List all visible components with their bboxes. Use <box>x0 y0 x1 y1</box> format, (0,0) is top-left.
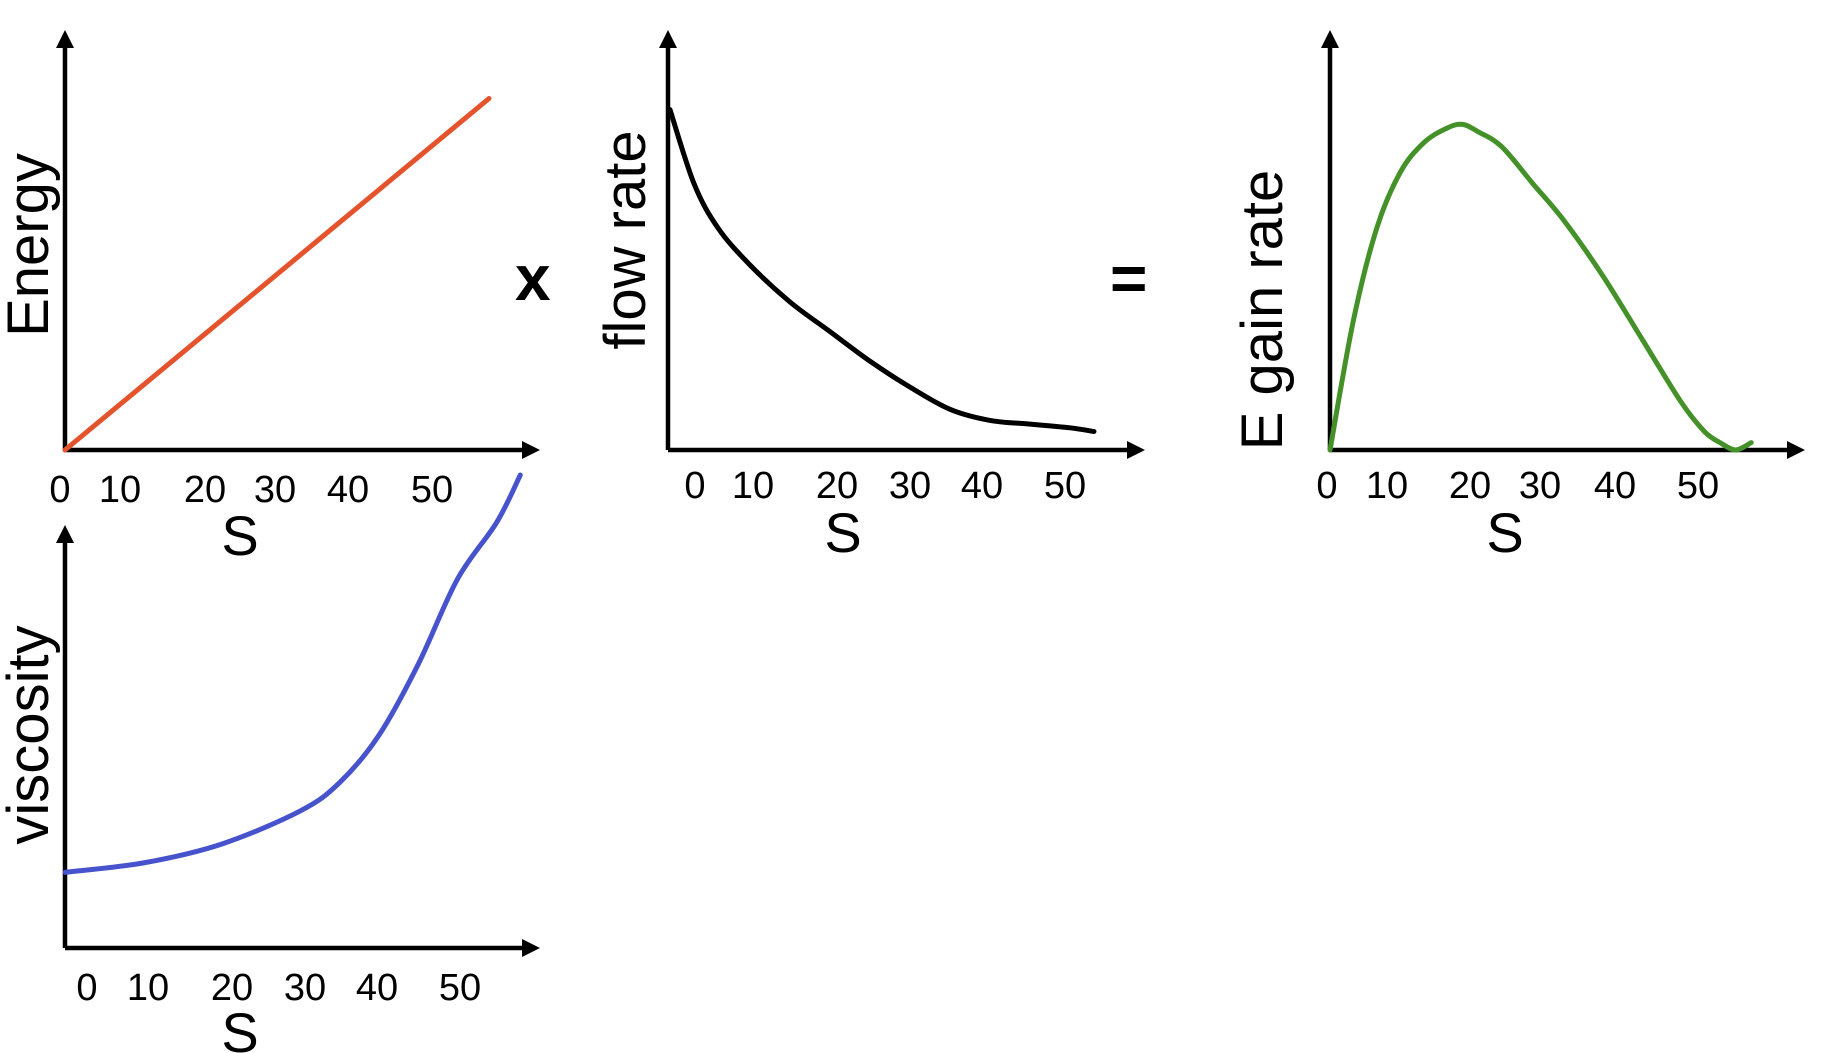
viscosity-x-tick-label: 40 <box>356 967 398 1009</box>
energy-panel: 0 10 20 30 40 50 S Energy <box>0 30 540 567</box>
flow-rate-y-axis-arrow <box>659 30 677 48</box>
energy-x-tick-label: 20 <box>184 469 226 511</box>
flow-rate-x-tick-label: 20 <box>816 465 858 507</box>
energy-x-tick-label: 0 <box>49 469 70 511</box>
flow-rate-curve <box>667 107 1097 434</box>
e-gain-rate-y-axis-label: E gain rate <box>1230 170 1295 451</box>
energy-curve <box>62 96 492 453</box>
flow-rate-x-tick-label: 0 <box>684 465 705 507</box>
flow-rate-y-axis-label: flow rate <box>593 130 658 349</box>
times-operator: x <box>515 242 551 314</box>
e-gain-rate-x-tick-label: 10 <box>1366 465 1408 507</box>
e-gain-rate-panel: 0 10 20 30 40 50 S E gain rate <box>1230 30 1805 564</box>
flow-rate-x-tick-label: 50 <box>1044 465 1086 507</box>
e-gain-rate-x-tick-label: 20 <box>1449 465 1491 507</box>
energy-x-axis-arrow <box>522 441 540 459</box>
viscosity-x-tick-label: 10 <box>127 967 169 1009</box>
energy-y-axis-label: Energy <box>0 153 61 337</box>
viscosity-curve <box>62 472 523 875</box>
e-gain-rate-x-tick-label: 30 <box>1519 465 1561 507</box>
energy-x-tick-label: 10 <box>99 469 141 511</box>
viscosity-y-axis-arrow <box>56 525 74 543</box>
viscosity-x-tick-label: 30 <box>284 967 326 1009</box>
e-gain-rate-x-tick-label: 0 <box>1316 465 1337 507</box>
viscosity-y-axis-label: viscosity <box>0 625 61 844</box>
flow-rate-x-tick-label: 40 <box>961 465 1003 507</box>
viscosity-x-axis-arrow <box>522 939 540 957</box>
flow-rate-x-tick-label: 10 <box>732 465 774 507</box>
equals-operator: = <box>1110 242 1147 314</box>
flow-rate-x-axis-label: S <box>824 501 861 564</box>
e-gain-rate-x-axis-label: S <box>1486 501 1523 564</box>
flow-rate-x-tick-label: 30 <box>889 465 931 507</box>
energy-x-tick-label: 40 <box>327 469 369 511</box>
energy-y-axis-arrow <box>56 30 74 48</box>
e-gain-rate-x-tick-label: 40 <box>1594 465 1636 507</box>
flow-rate-x-axis-arrow <box>1127 441 1145 459</box>
viscosity-x-tick-label: 20 <box>211 967 253 1009</box>
viscosity-x-axis-label: S <box>221 1001 258 1053</box>
viscosity-x-tick-label: 0 <box>76 967 97 1009</box>
e-gain-rate-y-axis-arrow <box>1321 30 1339 48</box>
viscosity-x-tick-label: 50 <box>439 967 481 1009</box>
e-gain-rate-x-axis-arrow <box>1787 441 1805 459</box>
energy-x-tick-label: 30 <box>254 469 296 511</box>
energy-x-axis-label: S <box>221 504 258 567</box>
e-gain-rate-x-tick-label: 50 <box>1677 465 1719 507</box>
e-gain-rate-curve <box>1327 121 1754 453</box>
energy-x-tick-label: 50 <box>411 469 453 511</box>
